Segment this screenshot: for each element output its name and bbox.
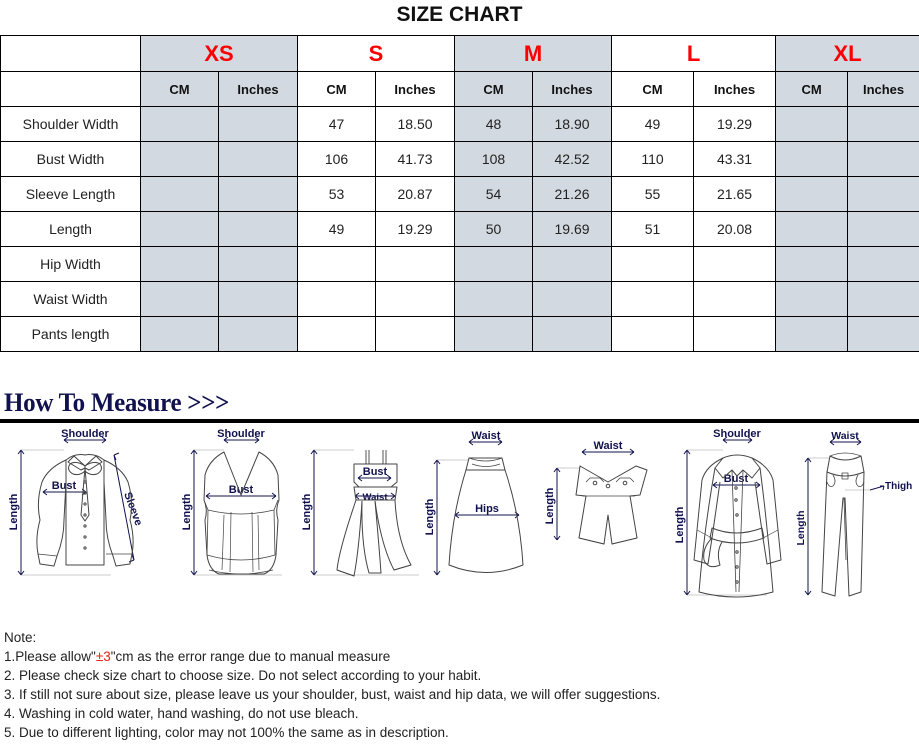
svg-text:Hips: Hips [475, 503, 499, 515]
svg-text:Waist: Waist [594, 440, 623, 452]
svg-text:Thigh: Thigh [885, 481, 912, 492]
svg-text:Bust: Bust [363, 466, 388, 478]
svg-text:Shoulder: Shoulder [713, 428, 761, 440]
svg-text:Bust: Bust [52, 480, 77, 492]
svg-text:Length: Length [301, 493, 313, 530]
svg-text:Shoulder: Shoulder [61, 428, 109, 440]
svg-text:Length: Length [424, 498, 436, 535]
svg-text:Waist: Waist [831, 430, 859, 442]
svg-text:Length: Length [674, 506, 686, 543]
svg-text:Shoulder: Shoulder [217, 428, 265, 440]
svg-text:Waist: Waist [472, 430, 501, 442]
svg-text:Length: Length [795, 511, 807, 546]
svg-text:Length: Length [544, 487, 556, 524]
svg-text:Length: Length [181, 493, 193, 530]
svg-text:Length: Length [8, 493, 20, 530]
